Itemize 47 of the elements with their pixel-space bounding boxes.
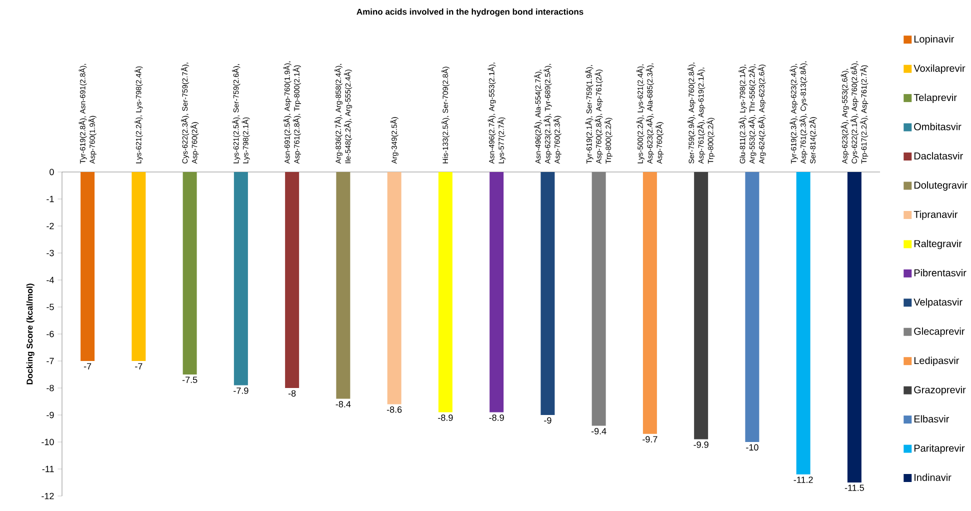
y-tick-label: 0 <box>50 168 54 176</box>
data-label: -8.6 <box>386 406 402 413</box>
data-label: -7.9 <box>234 387 248 394</box>
data-label: -8.9 <box>489 414 504 421</box>
legend-label: Ombitasvir <box>914 122 962 130</box>
y-tick-label: -2 <box>46 222 54 230</box>
y-tick-label: -1 <box>46 196 54 202</box>
data-label: -7.5 <box>182 376 198 383</box>
y-tick-label: -9 <box>46 412 54 418</box>
legend-label: Voxilaprevir <box>914 64 966 74</box>
data-label: -8.4 <box>336 400 351 408</box>
legend-label: Glecaprevir <box>914 328 965 337</box>
data-label: -9 <box>544 417 552 424</box>
y-tick-label: -6 <box>46 330 54 338</box>
legend-label: Raltegravir <box>914 240 962 250</box>
data-label: -10 <box>746 444 758 451</box>
data-label: -9.4 <box>591 428 606 434</box>
legend-label: Grazoprevir <box>914 386 966 396</box>
legend-label: Ledipasvir <box>914 356 960 366</box>
legend-label: Paritaprevir <box>914 444 965 454</box>
y-tick-label: -4 <box>46 276 54 284</box>
y-tick-label: -12 <box>42 492 54 500</box>
y-tick-label: -11 <box>42 466 54 472</box>
legend-label: Dolutegravir <box>914 181 968 191</box>
data-label: -8.9 <box>438 414 453 421</box>
legend-label: Indinavir <box>914 474 952 481</box>
data-label: -11.2 <box>794 476 813 483</box>
legend-label: Pibrentasvir <box>914 269 966 276</box>
legend-label: Lopinavir <box>914 35 954 45</box>
y-tick-label: -5 <box>46 304 54 310</box>
legend-label: Elbasvir <box>914 415 950 423</box>
data-label: -11.5 <box>844 484 864 491</box>
data-label: -9.9 <box>694 441 708 448</box>
data-label: -7 <box>135 363 142 370</box>
y-axis-title: Docking Score (kcal/mol) <box>26 284 34 384</box>
data-label: -8 <box>288 390 296 397</box>
chart-title: Amino acids involved in the hydrogen bond interactions <box>356 8 584 16</box>
data-label: -9.7 <box>642 436 658 442</box>
y-tick-label: -7 <box>46 358 54 364</box>
y-tick-label: -8 <box>46 384 54 392</box>
legend-label: Telaprevir <box>914 94 957 104</box>
data-label: -7 <box>84 363 92 370</box>
y-tick-label: -3 <box>46 250 54 256</box>
legend-label: Daclatasvir <box>914 152 963 160</box>
y-tick-label: -10 <box>42 438 54 446</box>
legend-label: Tipranavir <box>914 210 958 220</box>
legend-label: Velpatasvir <box>914 298 962 308</box>
